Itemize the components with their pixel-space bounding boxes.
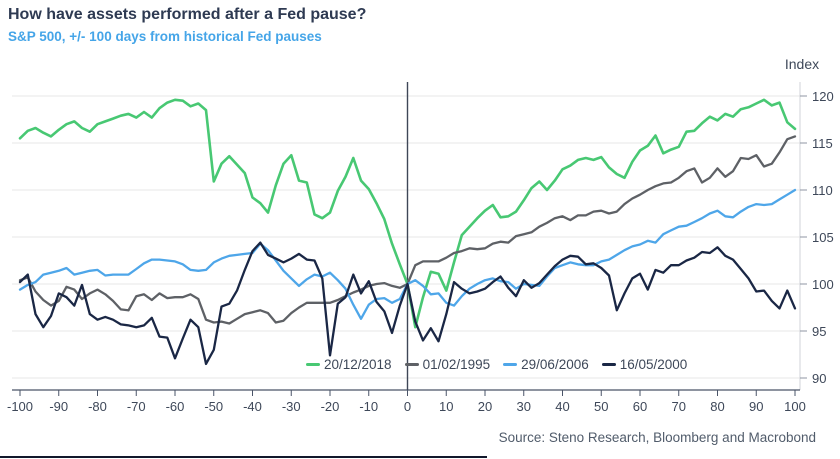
x-tick-label: -80 [88,399,107,414]
legend-label: 01/02/1995 [422,357,491,372]
y-tick-label: 100 [812,277,834,292]
bottom-divider [0,456,487,458]
legend-swatch [306,363,320,366]
legend-label: 20/12/2018 [324,357,392,372]
x-tick-label: -10 [359,399,378,414]
x-tick-label: 80 [710,399,724,414]
x-tick-label: 10 [439,399,453,414]
x-tick-label: 60 [633,399,647,414]
x-tick-label: -20 [321,399,340,414]
y-tick-label: 90 [812,371,826,386]
legend-label: 16/05/2000 [619,357,688,372]
y-tick-label: 105 [812,230,834,245]
legend-item: 01/02/1995 [404,357,491,372]
legend-item: 29/06/2006 [503,357,589,372]
legend-item: 20/12/2018 [306,357,392,372]
chart-subtitle: S&P 500, +/- 100 days from historical Fe… [8,29,322,44]
legend-swatch [404,363,419,366]
legend-label: 29/06/2006 [521,357,589,372]
x-tick-label: -60 [166,399,185,414]
y-tick-label: 120 [812,89,834,104]
y-tick-label: 95 [812,324,826,339]
x-tick-label: -90 [49,399,68,414]
x-tick-label: 30 [517,399,531,414]
legend-swatch [601,363,616,366]
x-tick-label: 50 [594,399,608,414]
y-tick-label: 110 [812,183,833,198]
chart-legend: 20/12/2018 01/02/1995 29/06/2006 16/05/2000 [306,357,687,372]
x-tick-label: 70 [672,399,686,414]
y-axis-title: Index [784,56,820,72]
source-attribution: Source: Steno Research, Bloomberg and Ma… [498,430,816,445]
y-tick-label: 115 [812,136,833,151]
page-title: How have assets performed after a Fed pa… [8,6,367,23]
x-tick-label: -70 [127,399,146,414]
x-tick-label: 90 [749,399,763,414]
x-tick-label: 100 [784,399,806,414]
x-tick-label: 20 [478,399,492,414]
x-tick-label: -30 [282,399,301,414]
x-tick-label: -100 [7,399,33,414]
series-line-16-05-2000 [18,241,797,366]
x-tick-label: -40 [243,399,262,414]
legend-item: 16/05/2000 [601,357,688,372]
x-tick-label: 0 [404,399,411,414]
x-tick-label: 40 [555,399,569,414]
x-tick-label: -50 [204,399,223,414]
legend-swatch [503,363,518,366]
